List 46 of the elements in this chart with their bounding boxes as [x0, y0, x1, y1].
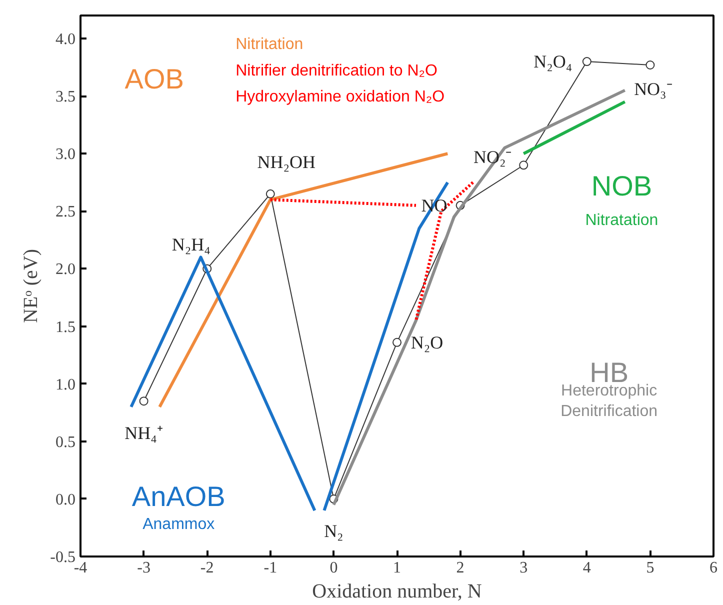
y-tick-label: 3.0	[56, 146, 76, 164]
annotation: N₂O₄	[534, 52, 572, 72]
annotation: AnAOB	[132, 481, 226, 512]
annotation: Anammox	[142, 516, 215, 533]
y-tick-label: 2.5	[56, 204, 76, 221]
x-tick-label: -2	[200, 560, 214, 576]
annotation: NO₃⁻	[634, 78, 672, 99]
x-tick-label: 0	[330, 560, 338, 576]
point	[646, 60, 655, 70]
y-tick-label: 0.0	[56, 491, 76, 508]
x-axis-title: Oxidation number, N	[312, 580, 482, 602]
x-tick-label: -3	[137, 560, 150, 576]
y-tick-label: 2.0	[56, 261, 76, 278]
annotation: NH₂OH	[257, 152, 316, 172]
annotation: N₂H₄	[172, 234, 210, 255]
y-tick-label: 3.5	[56, 88, 76, 106]
point	[139, 396, 148, 406]
annotation: Heterotrophic Denitrification	[560, 382, 658, 420]
point	[266, 189, 275, 198]
point	[392, 338, 402, 347]
annotation: Nitritation	[236, 36, 304, 53]
annotation: N₂O	[410, 332, 444, 352]
y-tick-label: 0.5	[56, 434, 76, 451]
annotation: NOB	[591, 170, 652, 202]
x-tick-label: -1	[264, 560, 278, 576]
annotation: N₂	[324, 520, 344, 541]
y-tick-label: 1.0	[56, 376, 76, 394]
x-tick-label: 1	[393, 560, 401, 576]
x-tick-label: 3	[520, 560, 528, 576]
annotation: NH₄⁺	[124, 423, 163, 444]
x-tick-label: 6	[710, 560, 718, 576]
annotation: AOB	[124, 63, 184, 94]
y-tick-label: 1.5	[56, 318, 76, 336]
annotation: Nitratation	[585, 212, 658, 229]
x-tick-label: 5	[646, 560, 654, 576]
point	[519, 160, 528, 170]
point	[582, 57, 592, 66]
x-tick-label: -4	[74, 560, 88, 576]
annotation: Nitrifier denitrification to N₂O	[236, 62, 438, 80]
y-axis-title: NEᵒ (eV)	[20, 248, 42, 324]
y-tick-label: -0.5	[50, 549, 76, 566]
annotation: NO₂⁻	[473, 147, 512, 168]
x-tick-label: 4	[582, 560, 591, 576]
y-tick-label: 4.0	[56, 31, 76, 48]
x-tick-label: 2	[456, 560, 464, 576]
annotation: Hydroxylamine oxidation N₂O	[236, 88, 445, 106]
